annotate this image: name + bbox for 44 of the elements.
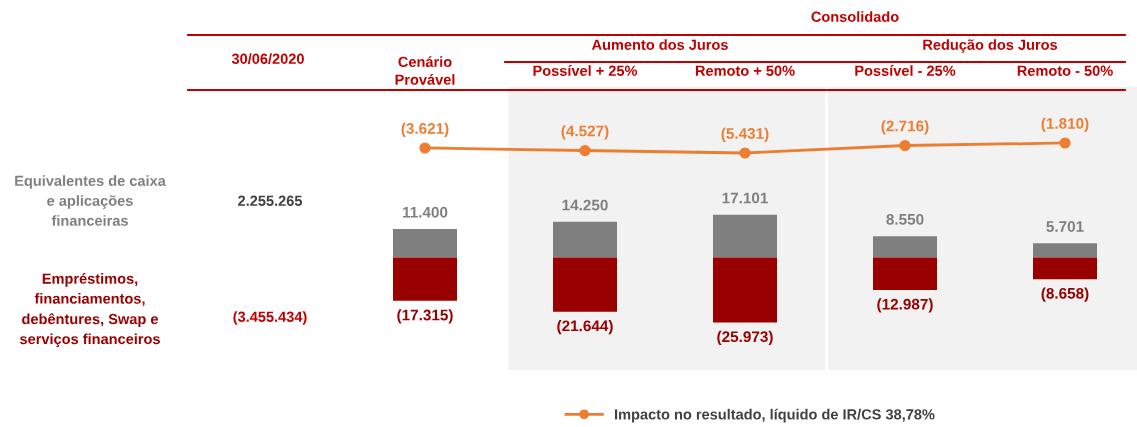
data-label: 5.701 xyxy=(1046,221,1084,232)
x-tick-label: Possível + 25% xyxy=(533,65,638,76)
data-label: 17.101 xyxy=(722,192,768,204)
data-label: 14.250 xyxy=(562,199,608,211)
x-tick-label: Remoto + 50% xyxy=(695,65,795,76)
x-tick-label: Cenário Provável xyxy=(395,56,455,85)
point xyxy=(1059,137,1071,149)
data-label: 8.550 xyxy=(886,213,924,225)
bar xyxy=(713,257,777,323)
bar xyxy=(393,257,457,301)
point xyxy=(579,144,591,157)
bar xyxy=(393,228,457,258)
text: Empréstimos, financiamentos, debêntures, Swap e serviços financeiros xyxy=(20,272,160,348)
bar xyxy=(1033,243,1097,258)
bar xyxy=(873,257,937,291)
data-label: (25.973) xyxy=(717,330,773,346)
data-label: (3.621) xyxy=(401,122,449,137)
bar xyxy=(713,214,777,258)
bar xyxy=(873,236,937,258)
bar xyxy=(1033,257,1097,280)
bar xyxy=(553,221,617,258)
point xyxy=(419,142,431,154)
bar xyxy=(553,257,617,312)
point xyxy=(739,147,751,159)
x-tick-label: Remoto - 50% xyxy=(1017,65,1113,76)
text: (3.455.434) xyxy=(233,311,307,325)
data-label: (5.431) xyxy=(721,127,769,142)
text: Aumento dos Juros xyxy=(591,39,728,50)
data-label: (17.315) xyxy=(397,309,453,324)
data-label: 11.400 xyxy=(403,206,448,218)
text: Redução dos Juros xyxy=(923,39,1058,53)
data-label: (2.716) xyxy=(881,120,929,135)
x-tick-label: Possível - 25% xyxy=(855,65,956,76)
legend-label: Impacto no resultado, líquido de IR/CS 38,78% xyxy=(615,408,935,423)
text: Equivalentes de caixa e aplicações financeiras xyxy=(15,175,166,226)
text: 2.255.265 xyxy=(238,195,303,206)
data-label: (21.644) xyxy=(557,320,613,335)
data-label: (1.810) xyxy=(1041,117,1089,132)
data-label: (4.527) xyxy=(561,125,609,140)
data-label: (12.987) xyxy=(877,298,933,313)
point xyxy=(899,139,911,152)
text: Consolidado xyxy=(811,11,899,22)
data-label: (8.658) xyxy=(1041,287,1089,302)
text: 30/06/2020 xyxy=(231,53,304,65)
